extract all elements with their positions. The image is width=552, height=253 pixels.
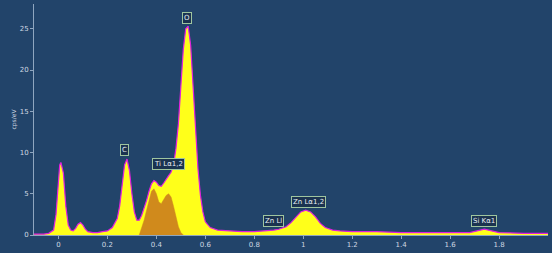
svg-text:0.4: 0.4 (151, 241, 163, 249)
svg-text:10: 10 (20, 149, 29, 157)
svg-text:1.2: 1.2 (347, 241, 358, 249)
svg-text:0.8: 0.8 (249, 241, 260, 249)
svg-text:1.4: 1.4 (396, 241, 408, 249)
svg-text:15: 15 (20, 108, 29, 116)
svg-text:Zn Lα1,2: Zn Lα1,2 (293, 198, 324, 206)
svg-text:1.8: 1.8 (493, 241, 504, 249)
svg-text:1: 1 (301, 241, 305, 249)
svg-text:20: 20 (20, 66, 29, 74)
svg-text:C: C (122, 146, 127, 154)
svg-text:Ti Lα1,2: Ti Lα1,2 (154, 160, 183, 168)
svg-text:Zn Ll: Zn Ll (265, 217, 282, 225)
svg-text:0: 0 (56, 241, 60, 249)
svg-text:1.6: 1.6 (445, 241, 457, 249)
svg-text:0.6: 0.6 (200, 241, 212, 249)
svg-text:O: O (184, 14, 190, 22)
svg-text:0.2: 0.2 (102, 241, 113, 249)
svg-text:5: 5 (24, 190, 28, 198)
svg-text:Si Kα1: Si Kα1 (473, 217, 495, 225)
svg-text:0: 0 (24, 231, 28, 239)
svg-text:cps/eV: cps/eV (10, 109, 18, 130)
svg-text:25: 25 (20, 25, 29, 33)
